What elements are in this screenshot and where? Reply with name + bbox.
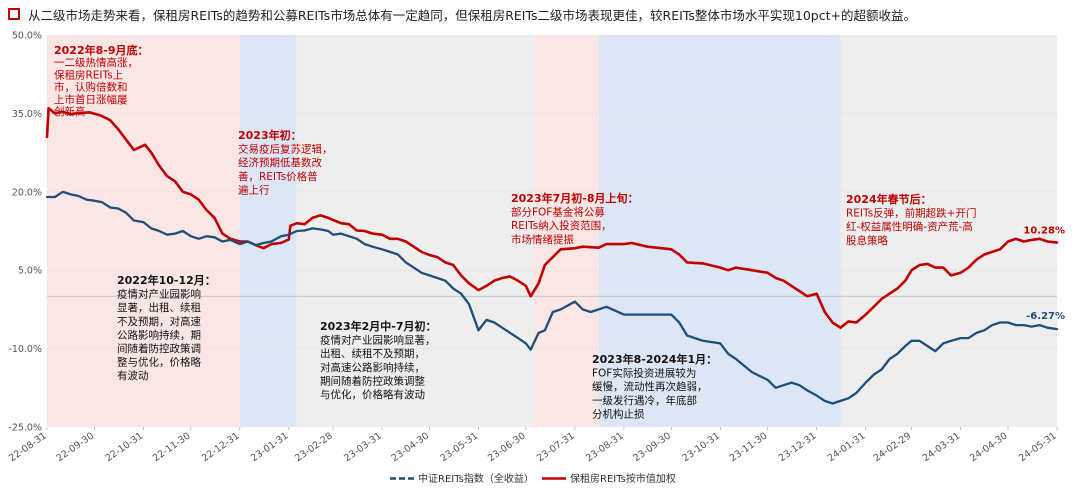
x-tick-label: 23-03-31 [342, 430, 384, 464]
annotation-line: 遍上行 [238, 183, 270, 196]
annotation-line: 对高速公路影响持续， [320, 361, 425, 374]
chart-headline: 从二级市场走势来看，保租房REITs的趋势和公募REITs市场总体有一定趋同，但… [8, 4, 1074, 24]
y-tick-label: -10.0% [8, 344, 42, 355]
shaded-period-4 [598, 35, 841, 427]
annotation-title: 2023年初： [238, 128, 302, 142]
annotation-line: 整与优化，价格略 [117, 356, 201, 369]
legend-label-0: 中证REITs指数（全收益） [418, 472, 534, 485]
annotation-line: 善，REITs价格普 [238, 170, 318, 183]
y-tick-label: -25.0% [8, 423, 42, 434]
x-tick-label: 23-04-30 [390, 430, 432, 464]
annotation-line: 期间随着防控政策调整 [320, 374, 425, 387]
x-tick-label: 22-11-30 [151, 430, 193, 464]
annotation-line: FOF实际投资进展较为 [592, 367, 696, 380]
annotation-line: 与优化，价格略有波动 [320, 388, 425, 401]
shaded-periods [47, 35, 1057, 427]
legend: 中证REITs指数（全收益） 保租房REITs按市值加权 [390, 472, 676, 485]
gridlines [47, 113, 1057, 349]
annotation-title: 2023年2月中-7月初： [320, 319, 437, 333]
headline-marker-icon [8, 8, 20, 20]
x-tick-label: 22-10-31 [104, 430, 146, 464]
annotation-line: 有波动 [117, 369, 149, 382]
x-tick-label: 22-12-31 [200, 430, 242, 464]
annotation-line: 一级发行遇冷，年底部 [592, 394, 697, 407]
annotation-line: 一二级热情高涨， [54, 56, 138, 69]
annotation-line: 疫情对产业园影响显著， [320, 334, 436, 347]
annotation-title: 2024年春节后： [846, 192, 932, 206]
annotation-line: 红-权益属性明确-资产荒-高 [846, 220, 973, 233]
x-tick-label: 24-04-30 [968, 430, 1010, 464]
annotation-title: 2023年8-2024年1月： [592, 352, 717, 366]
x-axis-ticks: 22-08-31 22-09-30 22-10-31 22-11-30 22-12-31… [7, 427, 1059, 464]
shaded-period-1 [239, 35, 297, 427]
x-tick-label: 24-03-31 [921, 430, 963, 464]
x-tick-label: 23-12-31 [777, 430, 819, 464]
annotation-line: 市，认购倍数和 [54, 81, 128, 94]
x-tick-label: 23-05-31 [439, 430, 481, 464]
annotation-line: 分机构止损 [592, 407, 645, 420]
annotation-line: 疫情对产业园影响 [117, 288, 201, 301]
legend-label-1: 保租房REITs按市值加权 [570, 472, 676, 485]
annotation-line: 间随着防控政策调 [117, 342, 201, 355]
x-tick-label: 23-09-30 [631, 430, 673, 464]
annotation-line: 公路影响持续，期 [117, 328, 201, 341]
annotation-line: 股息策略 [846, 234, 888, 247]
x-tick-label: 22-09-30 [55, 430, 97, 464]
y-tick-label: 20.0% [12, 187, 42, 198]
x-tick-label: 22-08-31 [7, 430, 49, 464]
annotation-line: 上市首日涨幅屡 [54, 93, 128, 106]
annotation-line: 显著，出租、续租 [117, 301, 201, 314]
y-tick-label: 5.0% [18, 266, 42, 277]
series-line-1 [45, 190, 1059, 405]
annotation-line: 保租房REITs上 [54, 68, 123, 81]
series-lines: 10.28% -6.27% [45, 106, 1065, 405]
annotations: 2022年8-9月底：一二级热情高涨，保租房REITs上市，认购倍数和上市首日涨… [54, 43, 976, 420]
annotation-title: 2022年10-12月： [117, 273, 216, 287]
x-tick-label: 23-07-31 [535, 430, 577, 464]
annotation-title: 2022年8-9月底： [54, 43, 149, 57]
x-tick-label: 23-01-31 [249, 430, 291, 464]
x-tick-label: 24-05-31 [1017, 430, 1059, 464]
annotation-line: 交易疫后复苏逻辑， [238, 143, 333, 156]
series-end-label-0: 10.28% [1023, 226, 1065, 237]
annotation-line: 市场情绪提振 [511, 233, 574, 246]
y-tick-label: 50.0% [12, 31, 42, 42]
shaded-period-5 [840, 35, 1057, 427]
shaded-period-2 [296, 35, 534, 427]
x-tick-label: 23-11-30 [728, 430, 770, 464]
shaded-period-0 [47, 35, 240, 427]
x-tick-label: 24-01-31 [826, 430, 868, 464]
annotation-line: 出租、续租不及预期， [320, 347, 425, 360]
annotation-line: 不及预期，对高速 [117, 315, 201, 328]
annotation-line: 缓慢，流动性再次趋弱， [592, 380, 708, 393]
x-tick-label: 23-06-30 [486, 430, 528, 464]
annotation-line: REITs纳入投资范围， [511, 219, 612, 232]
headline-text: 从二级市场走势来看，保租房REITs的趋势和公募REITs市场总体有一定趋同，但… [28, 7, 916, 23]
x-tick-label: 23-08-31 [584, 430, 626, 464]
x-tick-label: 23-02-28 [293, 430, 335, 464]
y-tick-label: 35.0% [12, 109, 42, 120]
series-end-label-1: -6.27% [1026, 311, 1065, 322]
y-axis-ticks: 50.0% 35.0% 20.0% 5.0% -10.0% -25.0% [8, 31, 42, 434]
annotation-line: 经济预期低基数改 [238, 156, 322, 169]
annotation-line: 部分FOF基金将公募 [511, 206, 605, 219]
annotation-title: 2023年7月初-8月上旬： [511, 191, 639, 205]
x-tick-label: 24-02-29 [872, 430, 914, 464]
annotation-line: 创新高 [54, 105, 86, 118]
series-line-0 [45, 106, 1059, 329]
annotation-line: REITs反弹，前期超跌+开门 [846, 207, 976, 220]
x-tick-label: 23-10-31 [680, 430, 722, 464]
shaded-period-3 [533, 35, 599, 427]
